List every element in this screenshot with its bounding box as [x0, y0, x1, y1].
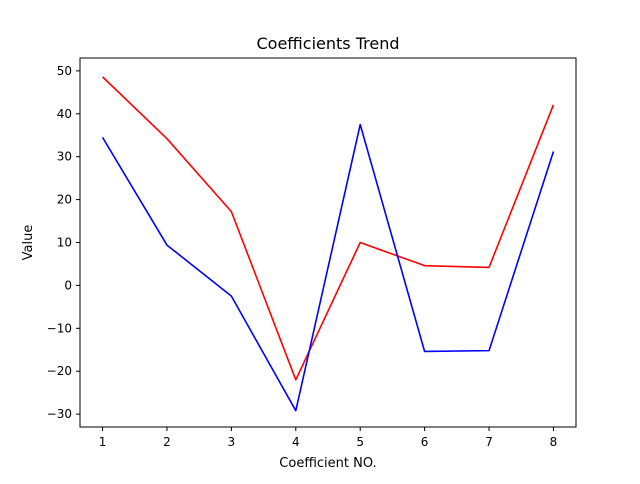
- chart-title: Coefficients Trend: [257, 34, 400, 53]
- y-tick-label: 20: [57, 193, 72, 207]
- y-tick-label: −20: [47, 364, 72, 378]
- y-tick-label: 50: [57, 64, 72, 78]
- x-axis-label: Coefficient NO.: [279, 456, 376, 471]
- x-tick-label: 1: [99, 435, 107, 449]
- x-tick-label: 4: [292, 435, 300, 449]
- y-tick-label: 40: [57, 107, 72, 121]
- series-line-2: [101, 123, 555, 412]
- series-layer: [101, 76, 555, 412]
- x-tick-label: 7: [485, 435, 493, 449]
- y-tick-label: −10: [47, 321, 72, 335]
- y-tick-label: 10: [57, 236, 72, 250]
- x-tick-label: 2: [163, 435, 171, 449]
- x-axis: 1 2 3 4 5 6 7 8: [99, 427, 558, 449]
- y-axis: −30 −20 −10 0 10 20 30 40 50: [47, 64, 80, 421]
- y-tick-label: 0: [64, 278, 72, 292]
- series-line-1: [101, 76, 555, 381]
- x-tick-label: 5: [356, 435, 364, 449]
- y-axis-label: Value: [21, 225, 36, 261]
- y-tick-label: −30: [47, 407, 72, 421]
- plot-frame: [79, 57, 577, 428]
- x-tick-label: 6: [421, 435, 429, 449]
- x-tick-label: 8: [550, 435, 558, 449]
- x-tick-label: 3: [228, 435, 236, 449]
- y-tick-label: 30: [57, 150, 72, 164]
